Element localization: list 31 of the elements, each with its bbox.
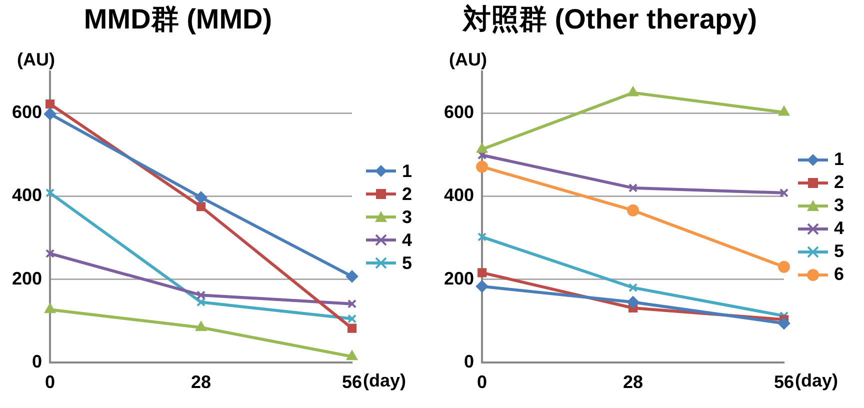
y-tick-label: 0 xyxy=(464,351,474,372)
x-tick-label: 56 xyxy=(342,372,362,392)
y-axis-title: (AU) xyxy=(17,50,56,70)
legend-label: 3 xyxy=(834,194,844,217)
legend-label: 4 xyxy=(402,228,412,252)
y-tick-label: 200 xyxy=(12,268,42,288)
y-tick-label: 600 xyxy=(444,102,474,122)
legend-label: 1 xyxy=(402,160,412,182)
y-tick-label: 0 xyxy=(32,351,42,372)
legend-label: 2 xyxy=(402,182,412,206)
chart-title: MMD群 (MMD) xyxy=(84,4,272,35)
y-tick-label: 400 xyxy=(444,185,474,206)
legend-label: 6 xyxy=(834,263,844,286)
y-tick-label: 600 xyxy=(12,102,42,122)
x-tick-label: 28 xyxy=(623,372,644,392)
y-tick-label: 200 xyxy=(444,268,474,288)
x-tick-label: 0 xyxy=(45,372,56,392)
legend-label: 5 xyxy=(402,252,412,274)
legend-label: 3 xyxy=(402,206,412,228)
x-tick-label: 56 xyxy=(774,372,794,392)
x-axis-title: (day) xyxy=(795,370,838,390)
legend-label: 5 xyxy=(834,240,844,263)
legend-label: 1 xyxy=(834,148,844,171)
y-tick-label: 400 xyxy=(12,185,42,206)
legend-label: 4 xyxy=(834,217,844,240)
x-tick-label: 0 xyxy=(477,372,488,392)
legend-label: 2 xyxy=(834,171,844,194)
chart-title: 対照群 (Other therapy) xyxy=(462,4,758,35)
x-axis-title: (day) xyxy=(363,370,406,390)
y-axis-title: (AU) xyxy=(449,50,488,70)
x-tick-label: 28 xyxy=(191,372,212,392)
